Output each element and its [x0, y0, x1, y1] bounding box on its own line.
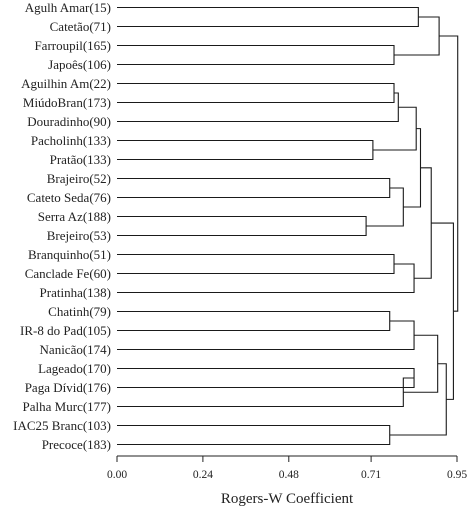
- x-tick-label: 0.00: [107, 469, 127, 481]
- leaf-label: Palha Murc(177): [23, 399, 111, 414]
- dendrogram-link: [117, 263, 415, 294]
- leaf-label: Chatinh(79): [48, 304, 111, 319]
- dendrogram-link: [372, 106, 417, 151]
- leaf-label: Serra Az(188): [38, 209, 111, 224]
- x-axis-ticks: 0.00 0.24 0.48 0.71 0.95: [107, 456, 467, 481]
- x-tick-label: 0.95: [447, 469, 467, 481]
- dendrogram-link: [117, 6, 419, 28]
- dendrogram-link: [394, 16, 440, 56]
- leaf-label: Catetão(71): [50, 19, 111, 34]
- leaf-label: Brajeiro(52): [47, 171, 111, 186]
- leaf-label: Canclade Fe(60): [25, 266, 111, 281]
- leaf-label: Cateto Seda(76): [27, 190, 111, 205]
- leaf-label: Pratão(133): [50, 152, 111, 167]
- dendrogram-link: [117, 320, 415, 351]
- dendrogram-link: [117, 92, 399, 123]
- leaf-label: IR-8 do Pad(105): [20, 323, 111, 338]
- dendrogram-links: [117, 6, 459, 446]
- dendrogram-link: [117, 139, 374, 161]
- leaf-label: IAC25 Branc(103): [13, 418, 111, 433]
- dendrogram-link: [117, 367, 415, 389]
- dendrogram-link: [366, 187, 404, 227]
- dendrogram-link: [117, 377, 415, 408]
- leaf-label: Lageado(170): [38, 361, 111, 376]
- dendrogram-link: [117, 82, 395, 104]
- dendrogram-link: [117, 424, 391, 446]
- x-axis-title: Rogers-W Coefficient: [221, 491, 354, 507]
- dendrogram-link: [389, 363, 447, 436]
- leaf-label: Branquinho(51): [28, 247, 111, 262]
- leaf-label: Farroupil(165): [34, 38, 111, 53]
- leaf-label: Douradinho(90): [27, 114, 111, 129]
- x-tick-label: 0.71: [361, 469, 381, 481]
- leaf-label: Japoês(106): [48, 57, 111, 72]
- dendrogram-link: [117, 253, 395, 275]
- leaf-label: Brejeiro(53): [47, 228, 111, 243]
- leaf-labels: Agulh Amar(15) Catetão(71) Farroupil(165) J…: [13, 0, 111, 452]
- dendrogram-link: [117, 215, 367, 237]
- dendrogram-link: [117, 44, 395, 66]
- dendrogram-link: [403, 334, 439, 393]
- leaf-label: Nanicão(174): [40, 342, 111, 357]
- dendrogram-link: [403, 128, 422, 208]
- dendrogram-link: [117, 177, 391, 199]
- leaf-label: MiúdoBran(173): [23, 95, 111, 110]
- leaf-label: Pratinha(138): [40, 285, 111, 300]
- x-tick-label: 0.48: [279, 469, 299, 481]
- leaf-label: Paga Dívid(176): [25, 380, 111, 395]
- leaf-label: Aguilhin Am(22): [21, 76, 111, 91]
- x-tick-label: 0.24: [193, 469, 213, 481]
- leaf-label: Precoce(183): [42, 437, 111, 452]
- dendrogram-link: [414, 167, 432, 279]
- dendrogram-link: [431, 222, 454, 400]
- leaf-label: Agulh Amar(15): [25, 0, 111, 15]
- dendrogram-link: [117, 310, 391, 332]
- dendrogram-link: [439, 35, 459, 312]
- x-axis: 0.00 0.24 0.48 0.71 0.95: [107, 455, 467, 481]
- leaf-label: Pacholinh(133): [31, 133, 111, 148]
